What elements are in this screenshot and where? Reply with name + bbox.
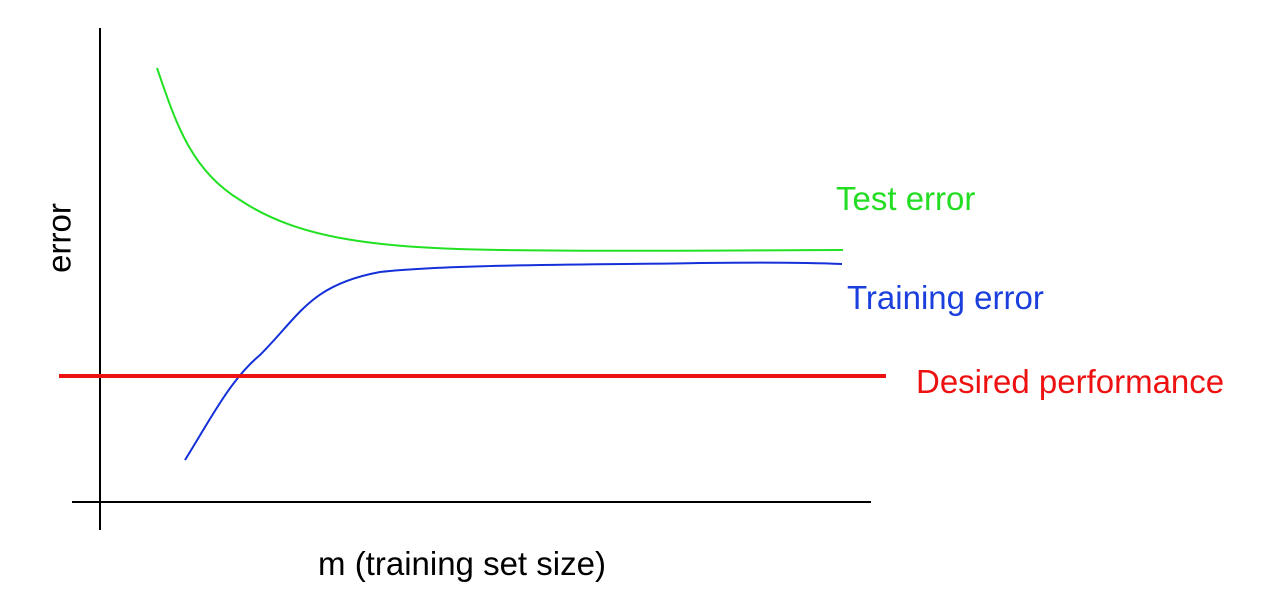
y-axis-label: error [41, 203, 78, 273]
curve-label: Training error [847, 279, 1044, 316]
curve-label: Test error [836, 180, 975, 217]
test-error-curve [156, 67, 844, 252]
training-error-curve [184, 261, 843, 461]
x-axis-label: m (training set size) [318, 545, 606, 582]
curve-label: Desired performance [916, 363, 1224, 400]
